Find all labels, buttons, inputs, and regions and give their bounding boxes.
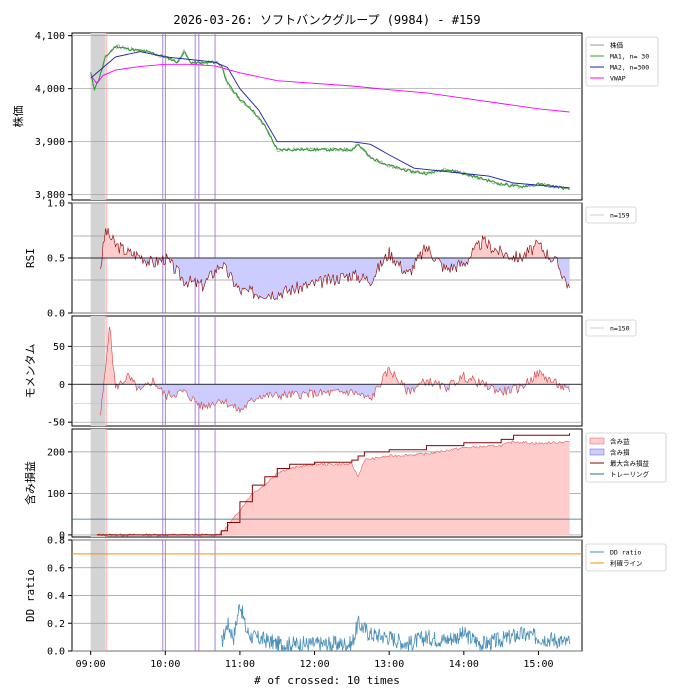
legend-label: 株価 — [610, 41, 624, 50]
y-tick-label: 3,800 — [35, 190, 65, 201]
y-axis-label: DD ratio — [24, 569, 37, 622]
x-tick-label: 10:00 — [150, 659, 180, 670]
x-tick-label: 15:00 — [523, 659, 553, 670]
y-tick-label: 4,100 — [35, 31, 65, 42]
panel-rsi: 1.0 0.5 0.0 RSI n=159 — [24, 199, 637, 320]
legend-label: DD ratio — [610, 549, 641, 557]
preopen-band — [90, 316, 106, 426]
y-tick-label: -50 — [47, 418, 65, 429]
y-tick-label: 0.5 — [47, 254, 65, 265]
y-tick-label: 0.2 — [47, 619, 65, 630]
y-tick-label: 0.0 — [47, 647, 65, 658]
legend-label: 含み損 — [610, 448, 630, 457]
legend-label: VWAP — [610, 75, 626, 83]
x-tick-label: 11:00 — [225, 659, 255, 670]
legend-label: 利確ライン — [610, 559, 643, 568]
legend-swatch — [589, 437, 605, 445]
y-tick-label: 50 — [53, 342, 65, 353]
series-line-ma1n30 — [90, 44, 570, 191]
legend-label: 最大含み損益 — [610, 459, 650, 468]
panel-frame — [71, 32, 583, 201]
legend-label: n=150 — [610, 325, 630, 333]
x-tick-label: 13:00 — [374, 659, 404, 670]
x-tick-label: 14:00 — [449, 659, 479, 670]
y-tick-label: 0 — [59, 530, 65, 541]
oscillator-line — [100, 227, 570, 301]
oscillator-line — [100, 326, 570, 416]
legend-box — [585, 206, 637, 224]
y-tick-label: 1.0 — [47, 199, 65, 210]
negative-area — [100, 384, 570, 416]
y-tick-label: 0.0 — [47, 309, 65, 320]
y-tick-label: 0.4 — [47, 591, 65, 602]
y-axis-label: 含み損益 — [23, 461, 37, 505]
series-line-vwap — [90, 63, 570, 113]
legend-box — [585, 319, 637, 337]
x-tick-label: 12:00 — [300, 659, 330, 670]
y-tick-label: 0 — [59, 380, 65, 391]
chart-title: 2026-03-26: ソフトバンクグループ (9984) - #159 — [173, 13, 480, 27]
legend-label: 含み益 — [610, 437, 630, 446]
panel-momentum: 50 0 -50 モメンタム n=150 — [24, 315, 637, 429]
x-axis-label: # of crossed: 10 times — [254, 674, 400, 687]
legend-box — [585, 36, 659, 87]
legend-label: MA2, n=300 — [610, 64, 649, 72]
y-axis-label: 株価 — [11, 106, 25, 128]
legend-swatch — [589, 448, 605, 456]
profit-area — [96, 440, 570, 535]
x-tick-label: 09:00 — [76, 659, 106, 670]
panel-frame — [71, 315, 583, 427]
panel-dd: 0.8 0.6 0.4 0.2 0.0 DD ratio DD ratio 利確ライン — [24, 536, 667, 658]
dd-ratio-line — [220, 604, 570, 652]
legend-label: n=159 — [610, 212, 630, 220]
y-tick-label: 4,000 — [35, 84, 65, 95]
preopen-band — [90, 33, 106, 200]
y-tick-label: 0.6 — [47, 563, 65, 574]
series-line-ma2n300 — [90, 51, 570, 189]
y-axis-label: モメンタム — [24, 344, 37, 399]
y-tick-label: 100 — [47, 489, 65, 500]
y-axis-label: RSI — [24, 248, 37, 268]
y-tick-label: 3,900 — [35, 137, 65, 148]
legend-label: MA1, n= 30 — [610, 53, 649, 61]
legend-box — [585, 432, 667, 483]
legend-label: トレーリング — [610, 470, 650, 479]
legend-box — [585, 543, 667, 572]
y-tick-label: 200 — [47, 447, 65, 458]
y-tick-label: 0.8 — [47, 536, 65, 547]
max-profit-line — [96, 433, 571, 536]
preopen-band — [90, 429, 106, 537]
